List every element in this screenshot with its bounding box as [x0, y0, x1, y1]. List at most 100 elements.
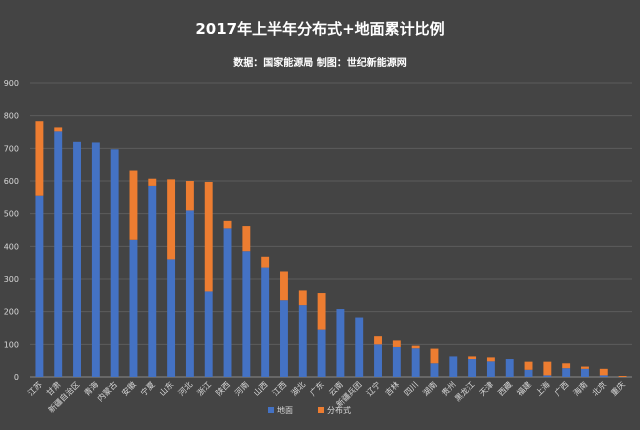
bar-distributed: [317, 293, 326, 330]
bar-ground: [91, 142, 100, 377]
bar-ground: [35, 195, 44, 377]
bar-ground: [505, 359, 514, 377]
x-tick-label: 北京: [590, 379, 608, 397]
bar-ground: [167, 259, 176, 377]
x-tick-label: 广东: [308, 379, 326, 397]
y-tick-label: 500: [4, 210, 19, 219]
x-tick-label: 内蒙古: [95, 379, 119, 403]
x-tick-label: 辽宁: [364, 379, 382, 397]
bar-distributed: [261, 256, 270, 268]
x-tick-label: 江西: [271, 380, 289, 398]
x-tick-label: 河北: [176, 379, 194, 397]
legend: 地面 分布式: [268, 405, 351, 415]
bar-ground: [581, 368, 589, 377]
bar-distributed: [167, 179, 176, 260]
chart-subtitle: 数据：国家能源局 制图：世纪新能源网: [233, 56, 406, 69]
legend-label: 地面: [277, 405, 293, 415]
bar-ground: [317, 329, 326, 377]
bar-ground: [392, 346, 401, 377]
bar-ground: [242, 251, 251, 377]
x-tick-label: 浙江: [195, 379, 213, 397]
grid: [30, 82, 632, 378]
bar-ground: [223, 228, 232, 377]
bar-ground: [374, 344, 382, 377]
x-tick-label: 上海: [533, 379, 551, 397]
bar-ground: [524, 369, 533, 377]
bar-ground: [73, 141, 81, 377]
chart-title: 2017年上半年分布式+地面累计比例: [195, 20, 444, 38]
x-tick-label: 江苏: [25, 379, 43, 397]
bar-ground: [336, 309, 345, 377]
bar-distributed: [280, 271, 288, 301]
x-tick-label: 黑龙江: [452, 379, 476, 403]
bar-ground: [468, 359, 477, 377]
bar-ground: [298, 305, 307, 377]
y-tick-label: 200: [4, 308, 19, 317]
y-tick-label: 100: [4, 340, 19, 349]
y-axis: 0 100 200 300 400 500 600 700 800 900: [4, 79, 19, 382]
bar-distributed: [374, 336, 382, 345]
bar-ground: [562, 368, 571, 377]
bar-distributed: [524, 361, 533, 370]
x-tick-label: 安徽: [119, 379, 137, 397]
bar-ground: [411, 348, 420, 377]
bar-distributed: [204, 181, 213, 292]
bar-distributed: [223, 220, 232, 229]
bar-distributed: [468, 356, 477, 360]
bar-ground: [280, 300, 288, 377]
bar-ground: [543, 375, 552, 377]
x-tick-label: 山东: [157, 379, 175, 397]
x-tick-label: 湖南: [420, 379, 438, 397]
x-tick-label: 吉林: [383, 379, 401, 397]
bar-distributed: [35, 121, 44, 196]
bar-ground: [449, 356, 458, 377]
legend-swatch: [318, 407, 324, 413]
bar-ground: [185, 210, 194, 377]
x-tick-label: 海南: [571, 379, 589, 397]
y-tick-label: 600: [4, 177, 19, 186]
bar-distributed: [599, 368, 608, 376]
x-tick-label: 天津: [477, 379, 495, 397]
bar-distributed: [242, 226, 251, 252]
y-tick-label: 700: [4, 144, 19, 153]
bar-ground: [355, 317, 364, 377]
y-tick-label: 900: [4, 79, 19, 88]
bar-distributed: [543, 361, 552, 376]
bar-ground: [129, 239, 138, 377]
y-tick-label: 300: [4, 275, 19, 284]
x-tick-label: 广西: [552, 379, 570, 397]
x-tick-label: 重庆: [609, 379, 627, 397]
bar-distributed: [411, 345, 420, 349]
bar-distributed: [486, 357, 495, 362]
bar-distributed: [430, 348, 439, 364]
bar-ground: [110, 149, 119, 377]
y-tick-label: 0: [14, 373, 19, 382]
bar-ground: [204, 291, 213, 377]
bar-ground: [599, 375, 608, 377]
x-tick-label: 山西: [251, 379, 269, 397]
bar-distributed: [148, 178, 157, 186]
bar-distributed: [562, 363, 571, 369]
bars: [35, 121, 627, 377]
legend-swatch: [268, 407, 274, 413]
bar-distributed: [392, 340, 401, 347]
x-tick-label: 陕西: [214, 379, 232, 397]
x-tick-label: 四川: [402, 380, 420, 398]
bar-distributed: [581, 366, 589, 369]
legend-label: 分布式: [327, 405, 351, 415]
x-tick-label: 宁夏: [138, 379, 156, 397]
bar-distributed: [298, 290, 307, 306]
bar-ground: [261, 267, 270, 377]
bar-ground: [148, 185, 157, 377]
x-tick-label: 河南: [232, 379, 250, 397]
x-tick-label: 福建: [515, 379, 533, 397]
bar-distributed: [618, 376, 627, 377]
bar-distributed: [129, 170, 138, 240]
y-tick-label: 400: [4, 242, 19, 251]
x-tick-label: 西藏: [496, 379, 514, 397]
bar-distributed: [185, 181, 194, 211]
bar-ground: [486, 361, 495, 377]
bar-distributed: [54, 127, 63, 132]
